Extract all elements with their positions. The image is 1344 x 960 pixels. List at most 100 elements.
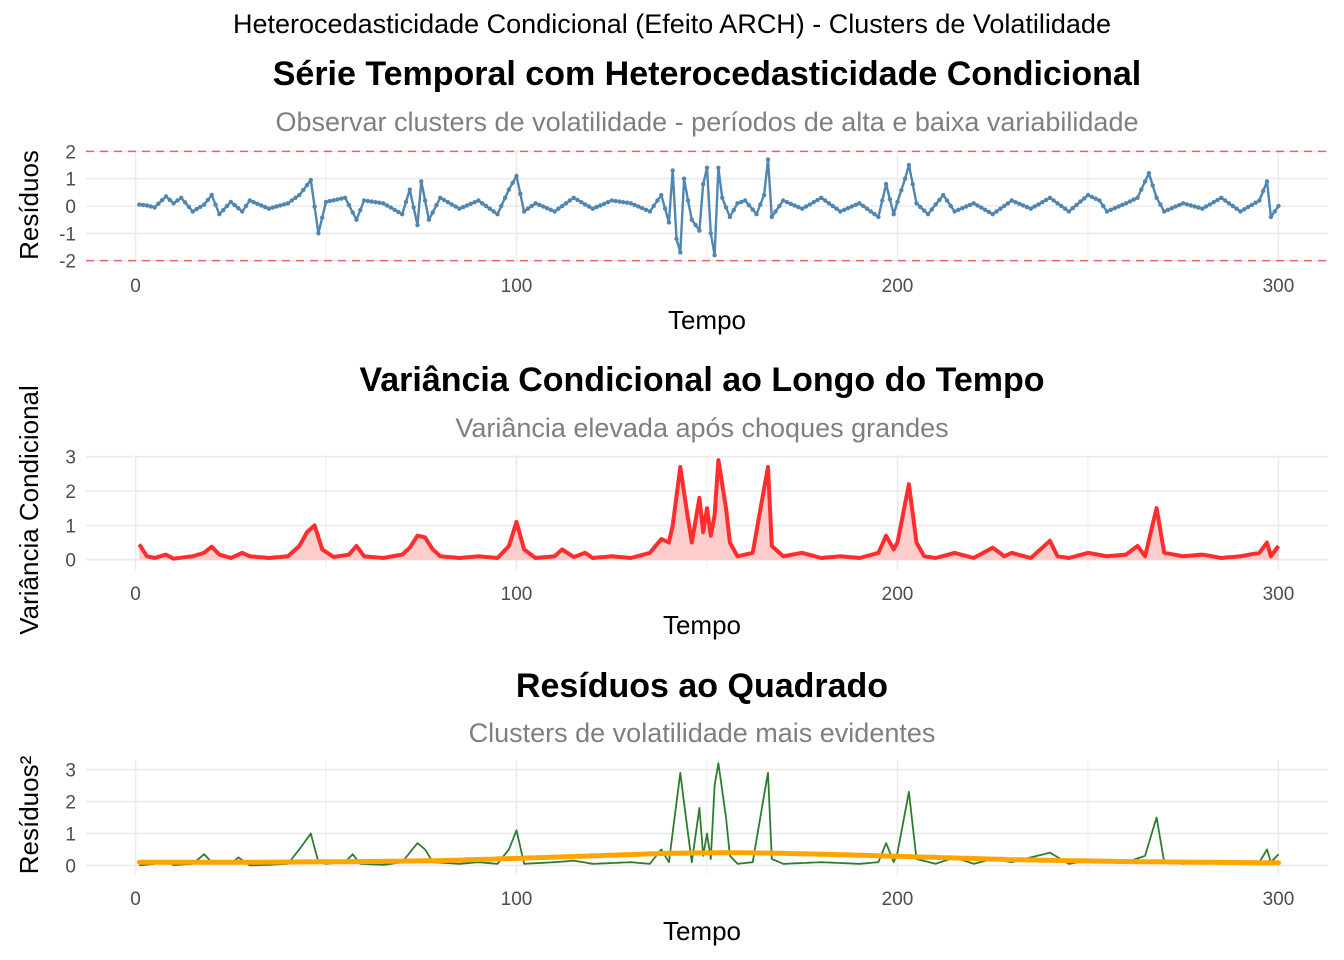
data-point — [853, 202, 858, 208]
data-point — [422, 198, 428, 203]
data-point — [331, 198, 336, 203]
y-tick-label: 0 — [65, 197, 76, 218]
data-point — [259, 203, 264, 208]
data-point — [579, 200, 584, 205]
data-point — [1002, 203, 1007, 209]
data-point — [1238, 209, 1243, 214]
data-point — [453, 204, 458, 209]
data-point — [148, 204, 153, 209]
data-point — [708, 231, 713, 236]
data-point — [251, 200, 256, 205]
data-point — [198, 204, 203, 210]
data-point — [803, 204, 809, 209]
data-point — [285, 201, 291, 206]
data-point — [754, 212, 759, 217]
data-point — [266, 206, 272, 211]
data-point — [426, 217, 432, 222]
data-point — [655, 198, 660, 203]
data-point — [1268, 214, 1274, 220]
data-point — [891, 212, 896, 217]
data-point — [213, 202, 218, 207]
data-point — [834, 206, 839, 211]
data-point — [651, 203, 656, 209]
data-point — [971, 201, 976, 206]
data-point — [221, 207, 226, 213]
data-point — [1226, 201, 1232, 206]
data-point — [548, 207, 553, 212]
y-tick-label: 2 — [65, 793, 76, 814]
data-point — [963, 204, 969, 209]
data-point — [769, 214, 774, 220]
data-point — [918, 204, 923, 210]
data-point — [293, 195, 298, 200]
data-point — [377, 200, 382, 205]
data-point — [876, 214, 881, 220]
data-point — [575, 197, 580, 203]
data-point — [156, 201, 161, 206]
data-point — [720, 195, 725, 200]
data-point — [476, 198, 481, 203]
data-point — [323, 199, 329, 205]
data-point — [190, 209, 195, 214]
data-point — [407, 187, 412, 192]
data-point — [750, 207, 755, 212]
y-tick-label: 0 — [65, 856, 76, 877]
data-point — [662, 206, 668, 211]
data-point — [822, 198, 828, 203]
panel-subtitle: Variância elevada após choques grandes — [455, 413, 948, 443]
plot-area: 0 100 200 300 0 1 2 3 — [65, 760, 1328, 910]
data-point — [857, 201, 862, 206]
data-point — [247, 198, 252, 203]
data-point — [201, 202, 207, 207]
panel-residuals: Série Temporal com Heterocedasticidade C… — [14, 55, 1328, 335]
x-tick-label: 100 — [501, 889, 533, 910]
y-tick-label: -1 — [59, 224, 76, 245]
data-point — [186, 204, 192, 210]
data-point — [1242, 207, 1247, 212]
data-point — [510, 180, 515, 185]
x-tick-label: 100 — [501, 276, 533, 297]
data-point — [301, 187, 306, 193]
data-point — [312, 204, 317, 209]
panel-conditional-variance: Variância Condicional ao Longo do Tempo … — [14, 361, 1328, 640]
data-point — [944, 198, 950, 203]
data-point — [628, 201, 633, 206]
data-point — [735, 201, 740, 206]
x-tick-label: 0 — [130, 889, 141, 910]
data-point — [350, 210, 355, 215]
data-point — [1234, 206, 1239, 211]
panel-subtitle: Clusters de volatilidade mais evidentes — [469, 718, 936, 748]
data-point — [815, 197, 820, 203]
data-point — [880, 198, 885, 203]
data-point — [392, 207, 397, 212]
data-point — [1184, 202, 1190, 207]
data-point — [1249, 202, 1255, 208]
data-point — [411, 205, 416, 210]
data-point — [960, 206, 965, 211]
data-point — [1177, 202, 1182, 208]
data-point — [361, 198, 367, 203]
series-line-residuals — [139, 158, 1280, 257]
data-point — [304, 182, 310, 188]
data-point — [308, 177, 313, 183]
data-point — [727, 214, 733, 220]
data-point — [609, 198, 614, 203]
data-point — [1272, 209, 1277, 214]
plot-area: 0 100 200 300 -2 -1 0 1 2 — [59, 142, 1328, 297]
series-line-squared-residuals — [139, 762, 1280, 867]
data-point — [1085, 192, 1091, 198]
y-tick-label: 0 — [65, 551, 76, 572]
data-point — [765, 157, 771, 162]
y-tick-label: 2 — [65, 142, 76, 163]
panel-subtitle: Observar clusters de volatilidade - perí… — [276, 107, 1139, 137]
data-point — [1047, 195, 1053, 200]
data-point — [624, 200, 630, 205]
data-point — [514, 173, 519, 179]
data-point — [582, 202, 588, 207]
data-point — [369, 199, 374, 204]
data-point — [796, 204, 801, 210]
data-point — [952, 209, 957, 214]
data-point — [941, 192, 946, 198]
